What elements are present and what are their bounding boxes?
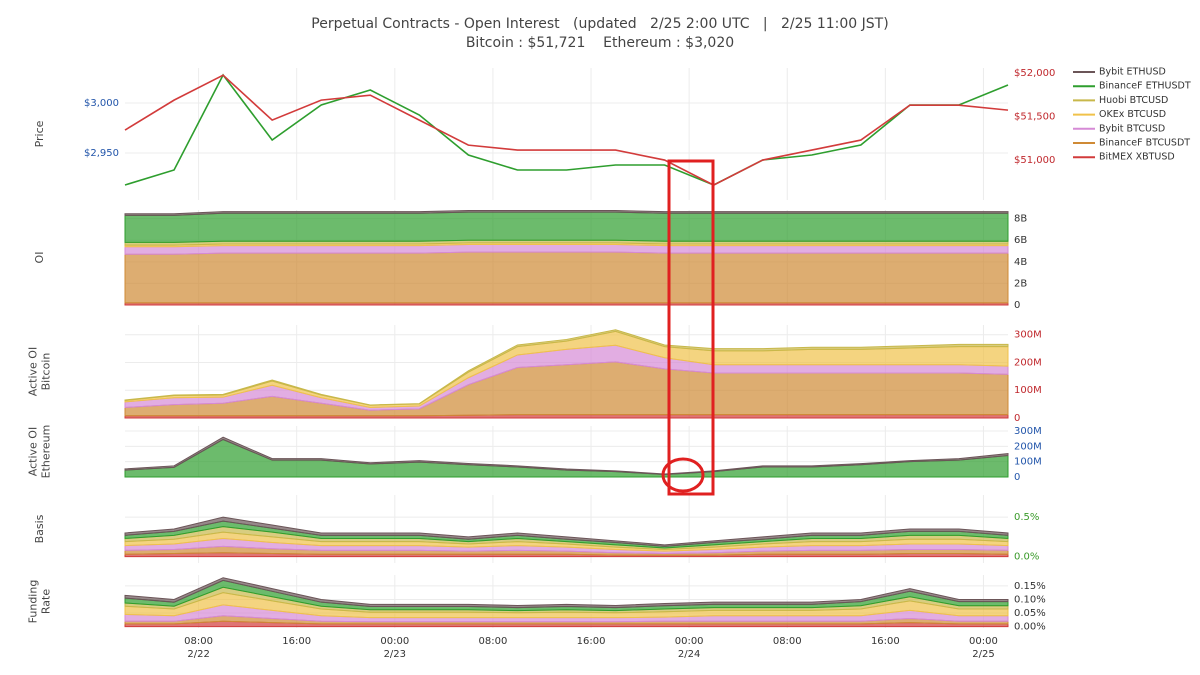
x-tick-label: 16:00: [282, 636, 311, 647]
y-tick-label: 200M: [1014, 441, 1042, 452]
y-axis-title: Price: [33, 120, 46, 147]
y-tick-label: 2B: [1014, 278, 1027, 289]
x-tick-label: 08:00: [479, 636, 508, 647]
x-tick-date: 2/23: [384, 649, 406, 660]
legend-label: Bybit BTCUSD: [1099, 123, 1165, 134]
legend-label: BinanceF BTCUSDT: [1099, 138, 1190, 149]
legend-label: BinanceF ETHUSDT: [1099, 81, 1191, 92]
stacked-area: [124, 329, 1009, 406]
chart-title: Perpetual Contracts - Open Interest (upd…: [311, 16, 888, 32]
x-tick-label: 16:00: [871, 636, 900, 647]
x-tick-date: 2/22: [187, 649, 209, 660]
y-tick-label: 4B: [1014, 257, 1027, 268]
chart-subtitle: Bitcoin : $51,721 Ethereum : $3,020: [466, 35, 734, 51]
y-tick-label: 300M: [1014, 426, 1042, 437]
y-tick-label: 0.15%: [1014, 581, 1046, 592]
y-tick-label: 0.5%: [1014, 512, 1039, 523]
y-tick-label: 200M: [1014, 357, 1042, 368]
legend-label: BitMEX XBTUSD: [1099, 152, 1175, 163]
annotation-circle: [661, 457, 705, 493]
y-tick-label: $2,950: [84, 148, 119, 159]
y-tick-label: 0.05%: [1014, 608, 1046, 619]
y-tick-label: 100M: [1014, 385, 1042, 396]
y2-tick-label: $51,000: [1014, 155, 1055, 166]
x-tick-label: 00:00: [380, 636, 409, 647]
y2-tick-label: $52,000: [1014, 68, 1055, 79]
y-tick-label: 0: [1014, 472, 1020, 483]
y-tick-label: 100M: [1014, 457, 1042, 468]
stacked-area: [124, 516, 1009, 547]
legend-label: Bybit ETHUSD: [1099, 67, 1166, 78]
x-tick-label: 00:00: [969, 636, 998, 647]
y-axis-title: Funding: [27, 580, 40, 624]
y-axis-title: Active OI: [27, 427, 40, 476]
stacked-area: [124, 211, 1009, 243]
x-tick-label: 08:00: [773, 636, 802, 647]
y2-tick-label: $51,500: [1014, 112, 1055, 123]
x-tick-date: 2/25: [972, 649, 994, 660]
price-line: [124, 73, 1009, 186]
annotation-box: [667, 159, 715, 496]
x-tick-date: 2/24: [678, 649, 700, 660]
x-tick-label: 16:00: [577, 636, 606, 647]
y-tick-label: 0: [1014, 300, 1020, 311]
y-axis-title: Active OI: [27, 347, 40, 396]
x-tick-label: 08:00: [184, 636, 213, 647]
price-line: [124, 74, 1009, 186]
stacked-area: [124, 577, 1009, 609]
legend-label: OKEx BTCUSD: [1099, 109, 1166, 120]
y-tick-label: 0.10%: [1014, 594, 1046, 605]
y-axis-title: Rate: [40, 589, 53, 614]
y-axis-title: Bitcoin: [40, 353, 53, 391]
stacked-area: [124, 210, 1009, 216]
plot-area: $3,000 $2,950 $52,000 $51,500 $51,000 Price 0 2…: [27, 67, 1191, 661]
y-tick-label: 6B: [1014, 235, 1027, 246]
stacked-area: [124, 436, 1009, 476]
stacked-area: [124, 251, 1009, 304]
x-tick-label: 00:00: [675, 636, 704, 647]
y-axis-title: Basis: [33, 514, 46, 543]
y-axis-title: OI: [33, 252, 46, 264]
y-axis-title: Ethereum: [40, 425, 53, 479]
y-tick-label: 0.00%: [1014, 622, 1046, 633]
y-tick-label: 0.0%: [1014, 552, 1039, 563]
stacked-area: [124, 438, 1009, 478]
y-tick-label: $3,000: [84, 98, 119, 109]
legend-label: Huobi BTCUSD: [1099, 95, 1168, 106]
y-tick-label: 0: [1014, 413, 1020, 424]
y-tick-label: 8B: [1014, 214, 1027, 225]
y-tick-label: 300M: [1014, 330, 1042, 341]
